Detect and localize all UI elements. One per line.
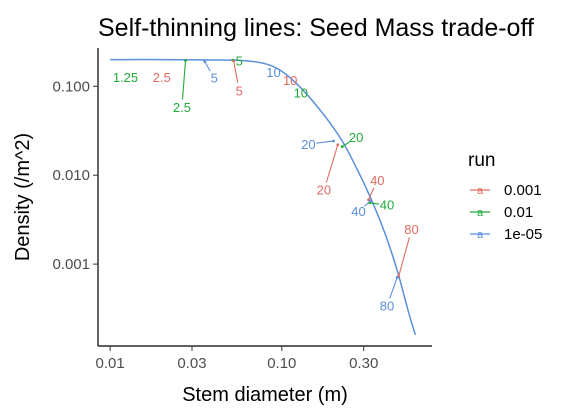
annotation-segment [316,140,334,144]
annotation-label: 5 [236,83,243,98]
annotation-point [369,199,373,202]
annotation-point [332,139,335,143]
legend: run a 0.001 a 0.01 a 1e-05 [468,150,542,243]
x-tick-label: 0.03 [177,355,206,372]
annotation-point [184,59,187,62]
legend-key: a [470,207,490,219]
annotation-point [336,143,340,147]
chart-title: Self-thinning lines: Seed Mass trade-off [98,14,534,42]
annotation-segment [364,200,372,207]
annotation-label: 20 [317,183,331,198]
annotation-segment [367,187,375,201]
annotation-label: 10 [266,65,280,80]
annotation-segment [181,60,187,100]
annotation-label: 40 [370,173,384,188]
y-tick-label: 0.001 [52,256,90,273]
y-tick-label: 0.100 [52,78,90,95]
x-tick-label: 0.30 [349,355,378,372]
annotation-segment [389,277,398,299]
legend-label: 1e-05 [504,226,542,243]
y-tick-label: 0.010 [52,167,90,184]
annotation-point [340,145,344,149]
annotation-label: 40 [351,204,365,219]
annotation-label: 2.5 [173,100,191,115]
legend-key: a [470,185,490,197]
annotation-label: 20 [301,137,315,152]
annotation-label: 5 [236,54,243,69]
legend-key: a [470,229,490,241]
annotation-label: 80 [380,298,394,313]
annotation-point [395,276,399,279]
annotation-label: 40 [380,198,394,213]
annotation-point [367,198,370,202]
annotation-label: 80 [404,222,418,237]
annotation-segment [369,202,380,205]
x-axis-title: Stem diameter (m) [182,384,348,406]
annotation-point [203,60,207,63]
legend-key-glyph: a [477,229,484,241]
y-axis-title: Density (/m^2) [12,133,34,261]
annotation-point [232,59,236,63]
annotation-label: 5 [211,71,218,86]
x-tick-label: 0.10 [267,355,296,372]
legend-key-glyph: a [477,207,484,219]
annotation-label: 20 [349,130,363,145]
annotation-segment [325,144,339,183]
annotation-segment [341,141,350,148]
x-axis-ticks: 0.01 0.03 0.10 0.30 [95,346,378,372]
annotation-label: 10 [283,73,297,88]
annotation-label: 1.25 [113,70,138,85]
x-tick-label: 0.01 [95,355,124,372]
annotation-segment [233,60,239,84]
legend-key-glyph: a [477,185,484,197]
annotation-segment [204,61,211,72]
legend-title: run [468,150,495,171]
self-thinning-line [110,58,417,336]
legend-label: 0.01 [504,204,533,221]
annotation-label: 2.5 [153,70,171,85]
annotation-label: 10 [294,86,308,101]
y-axis-ticks: 0.001 0.010 0.100 [52,78,98,273]
legend-label: 0.001 [504,182,542,199]
annotation-segment [398,237,410,277]
